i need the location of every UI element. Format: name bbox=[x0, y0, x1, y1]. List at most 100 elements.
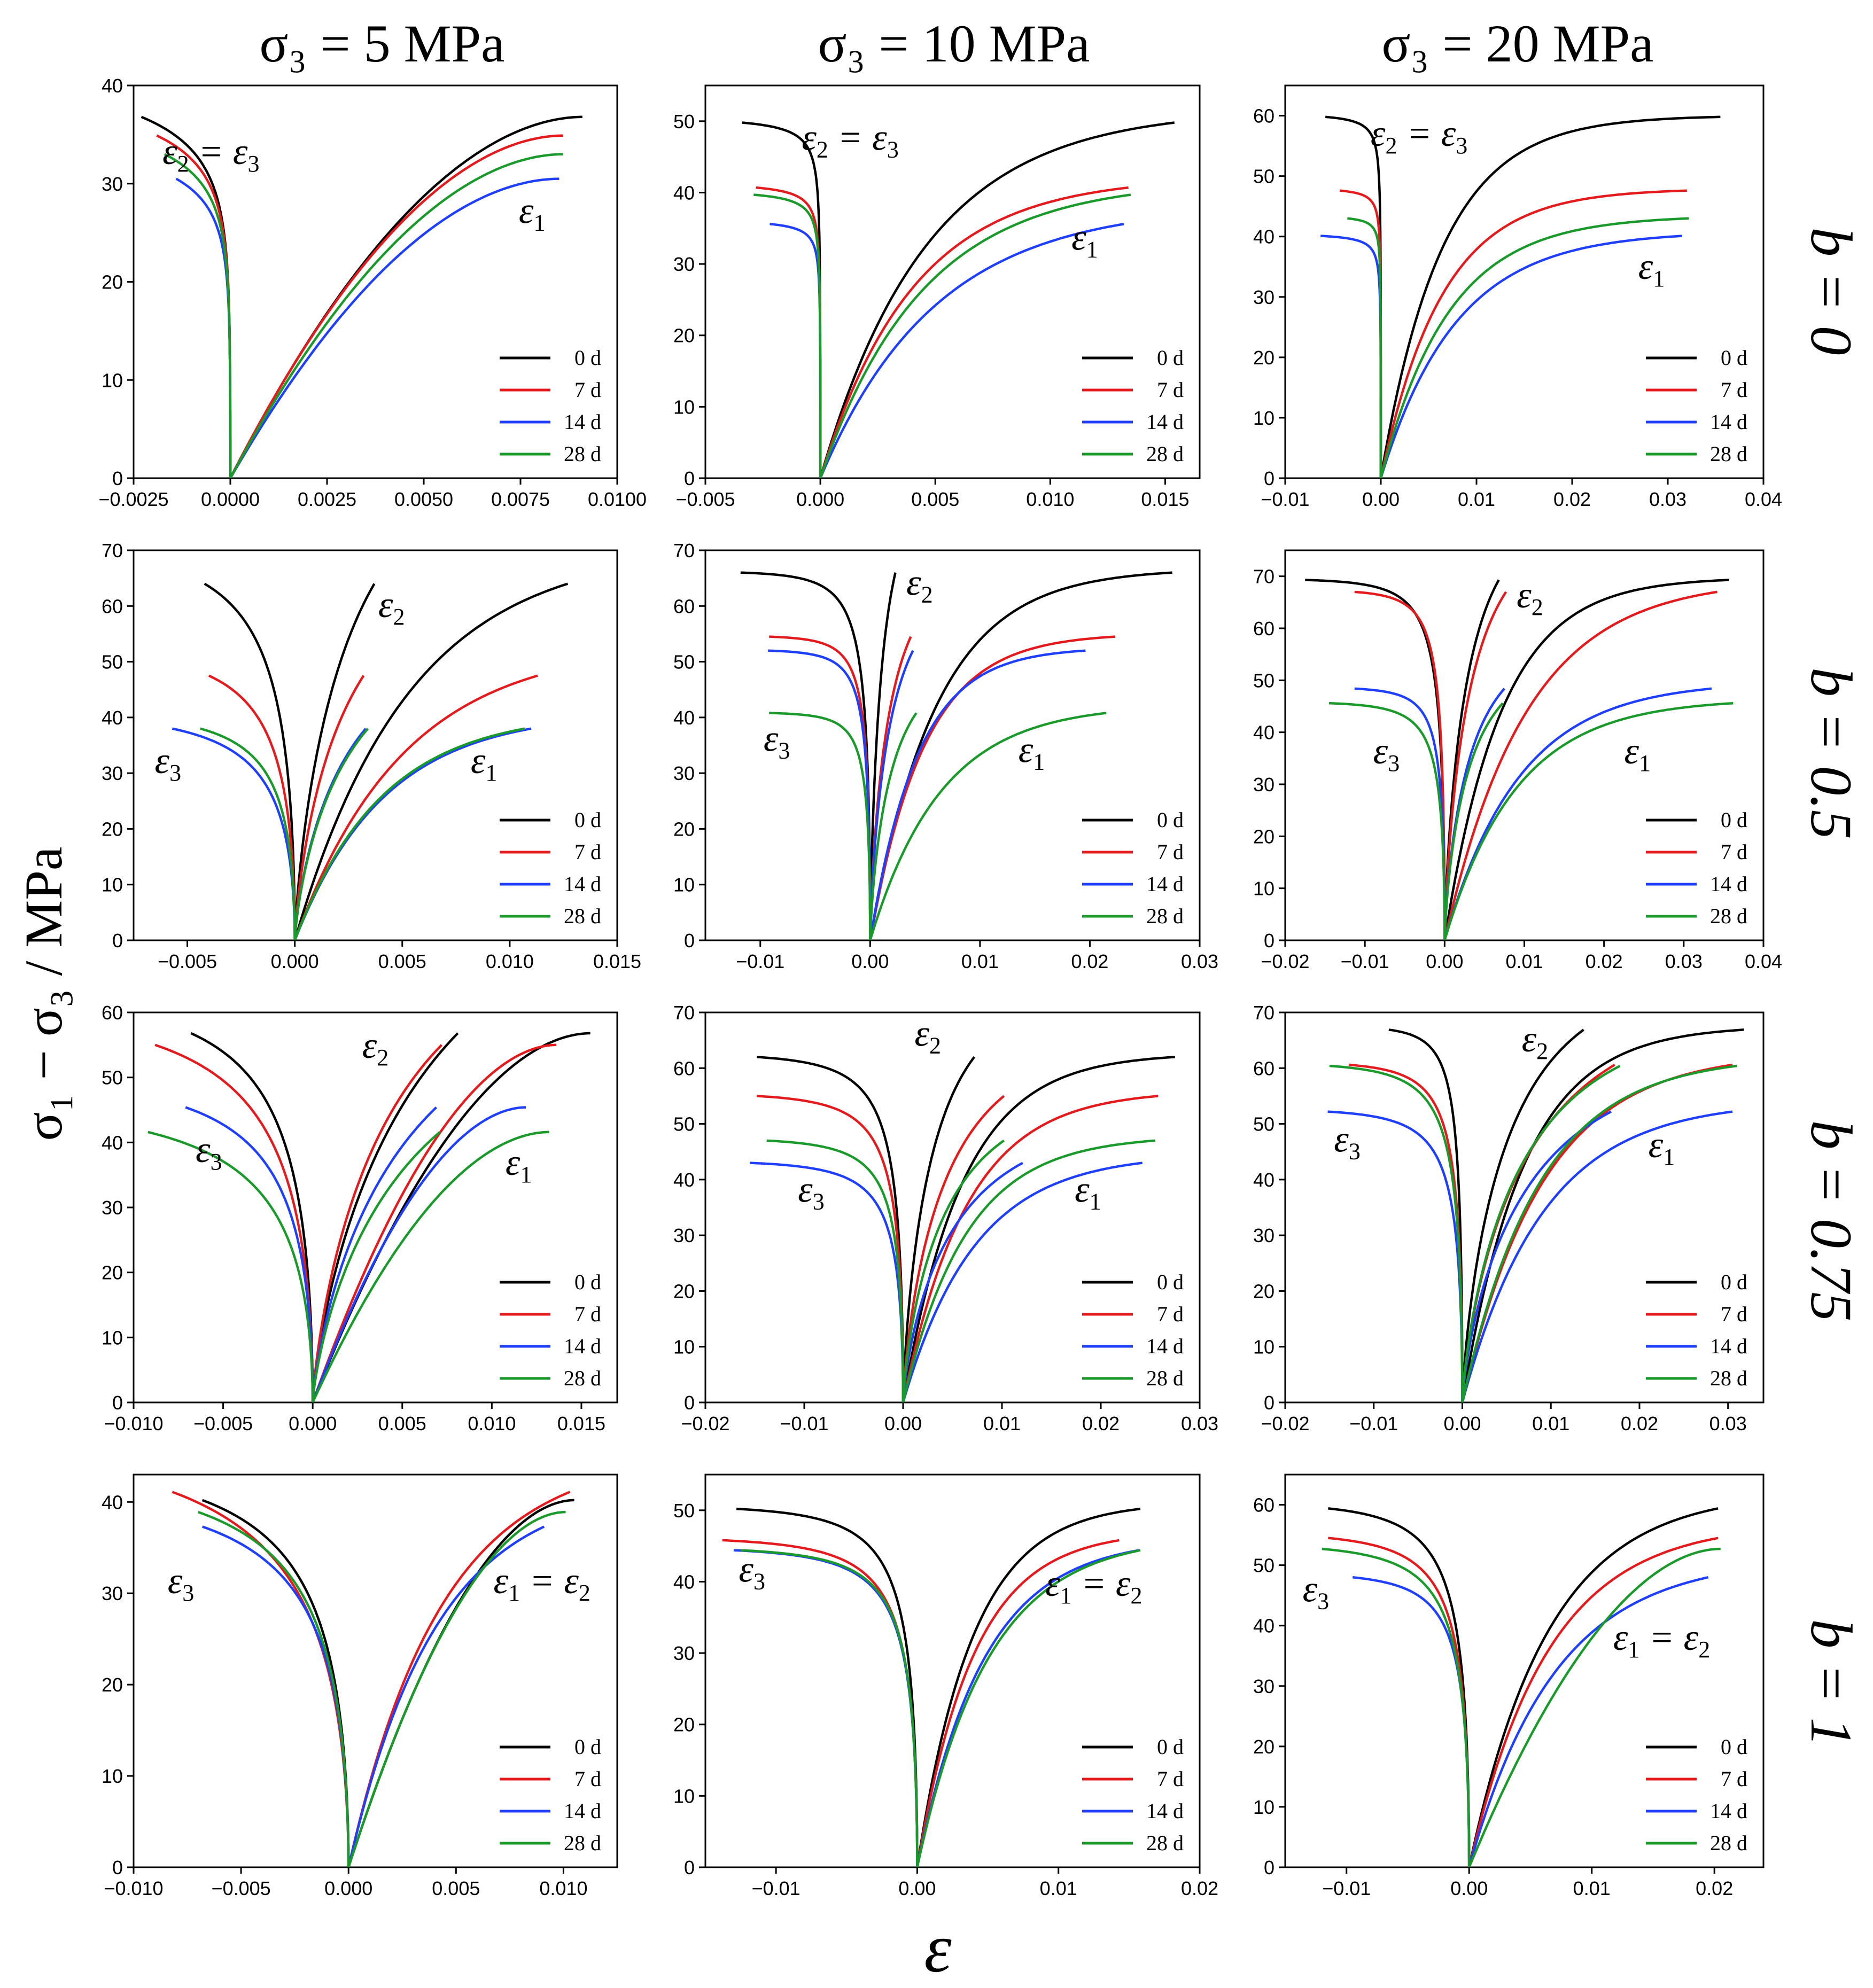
plot-frame bbox=[1284, 1011, 1765, 1404]
curve-28d-branch-1 bbox=[197, 1510, 350, 1867]
x-tick-label: 0.00 bbox=[898, 1877, 936, 1899]
y-tick-label: 40 bbox=[102, 1132, 123, 1153]
curve-14d-branch-3 bbox=[869, 649, 1086, 940]
legend-label-14d: 14 d bbox=[1710, 410, 1747, 434]
curve-14d-branch-1 bbox=[750, 1161, 905, 1402]
x-tick-label: 0.04 bbox=[1745, 950, 1782, 972]
y-tick-label: 10 bbox=[1253, 1336, 1274, 1358]
col-title-2: σ₃ = 10 MPa bbox=[818, 14, 1090, 73]
legend-label-14d: 14 d bbox=[1146, 410, 1184, 434]
y-tick-label: 20 bbox=[673, 1280, 695, 1302]
curve-0d-branch-1 bbox=[742, 121, 822, 478]
curve-7d-branch-1 bbox=[756, 186, 822, 478]
y-tick-label: 50 bbox=[1253, 166, 1274, 188]
x-tick-label: 0.04 bbox=[1745, 488, 1782, 510]
panel-4-3: −0.01 0.00 0.01 0.02 0 10 20 30 40 50 60 ε3 ε1 = ε2 0… bbox=[1253, 1474, 1765, 1899]
legend-label-0d: 0 d bbox=[1157, 346, 1184, 370]
strain-annotation: ε1 bbox=[1019, 729, 1045, 775]
legend-label-0d: 0 d bbox=[1721, 346, 1747, 370]
curve-7d-branch-3 bbox=[293, 674, 538, 940]
curve-7d-branch-2 bbox=[229, 134, 563, 478]
y-tick-label: 30 bbox=[1253, 286, 1274, 308]
legend-label-28d: 28 d bbox=[1710, 442, 1747, 466]
y-tick-label: 20 bbox=[673, 818, 695, 840]
curve-28d-branch-3 bbox=[293, 727, 525, 940]
x-tick-label: 0.02 bbox=[1621, 1413, 1658, 1435]
y-tick-label: 0 bbox=[1264, 467, 1274, 489]
strain-annotation: ε3 bbox=[798, 1170, 825, 1215]
col-title-1: σ₃ = 5 MPa bbox=[259, 14, 504, 73]
y-tick-label: 0 bbox=[112, 1392, 123, 1414]
x-tick-label: 0.010 bbox=[486, 950, 534, 972]
y-tick-label: 10 bbox=[673, 396, 695, 418]
x-axis-label: ε bbox=[924, 1910, 952, 1987]
y-tick-label: 20 bbox=[1253, 347, 1274, 369]
y-tick-label: 70 bbox=[1253, 1002, 1274, 1024]
y-tick-label: 60 bbox=[1253, 105, 1274, 127]
strain-annotation: ε1 bbox=[519, 190, 546, 236]
plot-frame bbox=[133, 549, 618, 941]
legend-label-28d: 28 d bbox=[564, 442, 601, 466]
y-tick-label: 0 bbox=[112, 930, 123, 952]
legend-label-7d: 7 d bbox=[574, 1767, 601, 1791]
curve-28d-branch-1 bbox=[1322, 1547, 1471, 1867]
curve-7d-branch-2 bbox=[1468, 1537, 1719, 1867]
curve-7d-branch-1 bbox=[1354, 590, 1446, 940]
curve-0d-branch-2 bbox=[1468, 1507, 1719, 1867]
curve-14d-branch-2 bbox=[347, 1525, 545, 1867]
x-tick-label: −0.01 bbox=[752, 1877, 801, 1899]
y-tick-label: 0 bbox=[1264, 930, 1274, 952]
curve-7d-branch-3 bbox=[1443, 590, 1717, 940]
curve-7d-branch-1 bbox=[172, 1491, 350, 1867]
curve-28d-branch-2 bbox=[901, 1140, 1005, 1402]
curve-28d-branch-3 bbox=[901, 1139, 1155, 1402]
y-axis-label: σ₁ − σ₃ / MPa bbox=[14, 847, 73, 1141]
curve-14d-branch-1 bbox=[185, 1106, 314, 1402]
curve-28d-branch-1 bbox=[200, 727, 296, 940]
strain-annotation: ε2 bbox=[1522, 1019, 1549, 1064]
y-tick-label: 40 bbox=[673, 707, 695, 729]
curve-0d-branch-2 bbox=[1379, 115, 1721, 478]
curve-28d-branch-3 bbox=[312, 1131, 549, 1402]
y-tick-label: 70 bbox=[673, 1002, 695, 1024]
plot-frame bbox=[133, 1474, 618, 1868]
y-tick-label: 20 bbox=[673, 325, 695, 347]
legend-label-7d: 7 d bbox=[1157, 1767, 1184, 1791]
curve-14d-branch-3 bbox=[901, 1161, 1143, 1402]
curve-14d-branch-1 bbox=[1320, 235, 1382, 478]
legend-label-0d: 0 d bbox=[1721, 1270, 1747, 1294]
x-tick-label: −0.01 bbox=[1261, 488, 1309, 510]
strain-annotation: ε1 bbox=[471, 740, 498, 786]
curve-28d-branch-1 bbox=[769, 712, 872, 940]
legend-label-28d: 28 d bbox=[1710, 904, 1747, 928]
curve-0d-branch-3 bbox=[1443, 579, 1730, 940]
y-tick-label: 40 bbox=[1253, 1615, 1274, 1637]
x-tick-label: −0.01 bbox=[1349, 1413, 1398, 1435]
x-tick-label: −0.02 bbox=[681, 1413, 729, 1435]
legend-label-28d: 28 d bbox=[1710, 1831, 1747, 1855]
curve-28d-branch-2 bbox=[869, 712, 918, 940]
legend-label-7d: 7 d bbox=[574, 1302, 601, 1326]
x-tick-label: 0.01 bbox=[1505, 950, 1543, 972]
curve-0d-branch-3 bbox=[869, 571, 1172, 940]
x-tick-label: 0.005 bbox=[378, 1413, 426, 1435]
curve-14d-branch-1 bbox=[1327, 1110, 1464, 1402]
y-tick-label: 50 bbox=[1253, 1113, 1274, 1135]
curve-7d-branch-2 bbox=[819, 186, 1129, 478]
legend-label-7d: 7 d bbox=[1721, 1302, 1747, 1326]
y-tick-label: 20 bbox=[102, 1674, 123, 1696]
x-tick-label: 0.02 bbox=[1696, 1877, 1733, 1899]
x-tick-label: 0.00 bbox=[1450, 1877, 1488, 1899]
strain-annotation: ε1 = ε2 bbox=[1045, 1563, 1142, 1609]
strain-annotation: ε2 = ε3 bbox=[1371, 113, 1467, 159]
curve-28d-branch-1 bbox=[766, 1139, 905, 1402]
x-tick-label: 0.0050 bbox=[394, 488, 453, 510]
curve-14d-branch-2 bbox=[819, 223, 1124, 478]
strain-annotation: ε3 bbox=[155, 740, 182, 786]
curve-7d-branch-1 bbox=[757, 1095, 905, 1402]
curve-28d-branch-1 bbox=[1329, 1064, 1464, 1402]
curve-0d-branch-2 bbox=[916, 1507, 1141, 1867]
curve-14d-branch-2 bbox=[901, 1161, 1023, 1402]
y-tick-label: 20 bbox=[1253, 1736, 1274, 1758]
x-tick-label: −0.010 bbox=[104, 1413, 163, 1435]
